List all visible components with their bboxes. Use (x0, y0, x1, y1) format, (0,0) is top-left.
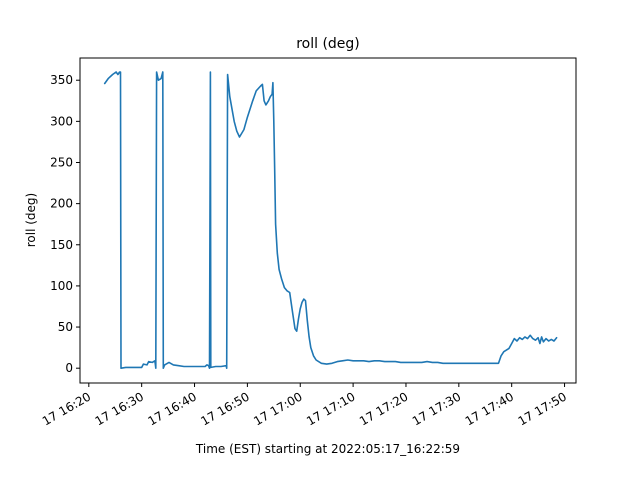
y-tick-label: 200 (50, 197, 73, 211)
y-axis: 0 50 100 150 200 250 300 350 (50, 73, 80, 375)
x-axis-label: Time (EST) starting at 2022:05:17_16:22:… (195, 442, 460, 456)
y-axis-label: roll (deg) (24, 193, 38, 247)
y-tick-label: 350 (50, 73, 73, 87)
series-layer (103, 71, 558, 369)
y-tick-label: 50 (58, 320, 73, 334)
y-tick-label: 100 (50, 279, 73, 293)
y-tick-label: 250 (50, 155, 73, 169)
y-tick-label: 0 (65, 361, 73, 375)
plot-frame (79, 57, 577, 384)
chart-title: roll (deg) (296, 36, 360, 52)
y-tick-label: 150 (50, 238, 73, 252)
series-line-0 (103, 71, 558, 369)
y-tick-label: 300 (50, 114, 73, 128)
